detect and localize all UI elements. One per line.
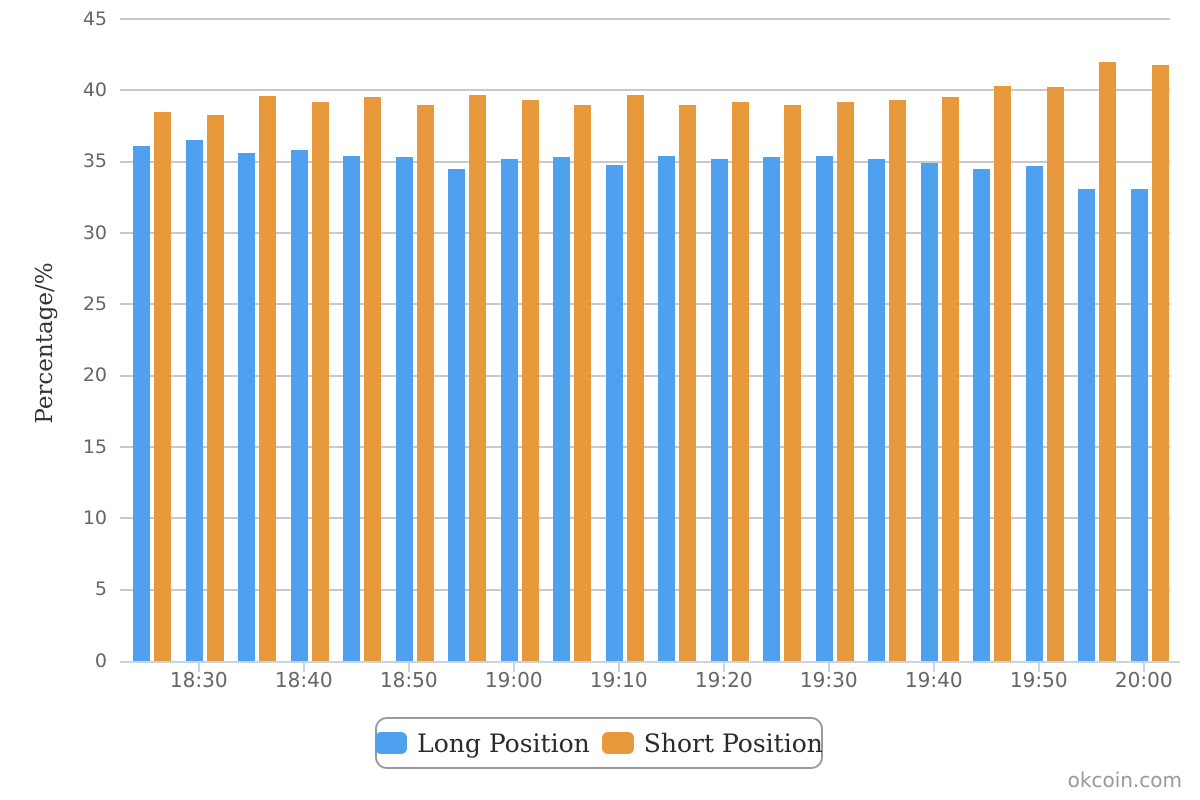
short-position-swatch-icon <box>601 732 634 754</box>
x-tick-mark <box>197 663 200 672</box>
legend-item-short-position[interactable]: Short Position <box>601 728 823 758</box>
bar-long-19:15[interactable] <box>658 155 676 662</box>
x-tick-mark <box>407 663 410 672</box>
bar-long-19:20[interactable] <box>710 158 728 662</box>
bar-long-19:55[interactable] <box>1078 188 1096 662</box>
bar-short-19:10[interactable] <box>626 94 644 662</box>
bar-short-19:35[interactable] <box>889 100 907 662</box>
x-tick-label: 20:00 <box>1114 668 1173 692</box>
bar-short-19:20[interactable] <box>731 101 749 662</box>
bar-long-18:40[interactable] <box>290 150 308 662</box>
y-tick-label: 45 <box>82 7 107 30</box>
x-tick-mark <box>932 663 935 672</box>
y-tick-label: 5 <box>94 578 107 601</box>
bar-long-19:30[interactable] <box>815 155 833 662</box>
bar-short-19:25[interactable] <box>784 104 802 662</box>
y-tick-label: 15 <box>82 435 107 458</box>
x-tick-mark <box>1142 663 1145 672</box>
x-tick-label: 19:20 <box>694 668 753 692</box>
bar-short-19:15[interactable] <box>679 104 697 662</box>
y-tick-label: 35 <box>82 150 107 173</box>
x-tick-label: 19:00 <box>484 668 543 692</box>
legend-item-long-position[interactable]: Long Position <box>375 729 590 758</box>
x-tick-mark <box>1037 663 1040 672</box>
bar-long-18:25[interactable] <box>133 145 151 662</box>
gridline <box>120 446 1170 448</box>
bar-long-18:35[interactable] <box>238 153 256 662</box>
x-tick-mark <box>827 663 830 672</box>
bar-long-19:05[interactable] <box>553 157 571 662</box>
bar-long-19:25[interactable] <box>763 157 781 662</box>
bar-long-18:50[interactable] <box>395 157 413 662</box>
gridline <box>120 517 1170 520</box>
x-tick-label: 19:50 <box>1009 668 1068 692</box>
gridline <box>120 89 1170 92</box>
bar-long-18:30[interactable] <box>185 140 203 662</box>
y-tick-label: 40 <box>82 78 107 101</box>
bar-short-19:05[interactable] <box>574 104 592 662</box>
y-tick-label: 25 <box>82 292 107 315</box>
bar-short-19:40[interactable] <box>941 97 959 662</box>
bar-short-18:30[interactable] <box>206 114 224 662</box>
bar-long-19:35[interactable] <box>868 158 886 662</box>
gridline <box>120 18 1170 20</box>
watermark: okcoin.com <box>1067 768 1182 792</box>
bar-short-18:40[interactable] <box>311 101 329 662</box>
bar-short-18:25[interactable] <box>154 111 172 662</box>
x-tick-label: 18:40 <box>274 668 333 692</box>
bar-long-19:10[interactable] <box>605 164 623 662</box>
x-tick-label: 18:50 <box>379 668 438 692</box>
bar-short-20:00[interactable] <box>1151 64 1169 662</box>
bar-short-18:45[interactable] <box>364 97 382 662</box>
bar-long-19:40[interactable] <box>920 163 938 662</box>
x-tick-mark <box>617 663 620 672</box>
x-tick-label: 19:10 <box>589 668 648 692</box>
bar-short-19:00[interactable] <box>521 100 539 662</box>
legend: Long Position Short Position <box>375 717 823 769</box>
bar-long-18:45[interactable] <box>343 155 361 662</box>
x-tick-label: 19:30 <box>799 668 858 692</box>
gridline <box>120 160 1170 163</box>
bar-long-19:50[interactable] <box>1025 165 1043 662</box>
bar-short-19:55[interactable] <box>1099 61 1117 662</box>
bar-long-19:45[interactable] <box>973 168 991 662</box>
bar-short-19:50[interactable] <box>1046 87 1064 662</box>
y-axis-title: Percentage/% <box>32 262 58 424</box>
bar-short-18:55[interactable] <box>469 94 487 662</box>
x-tick-mark <box>512 663 515 672</box>
x-tick-mark <box>302 663 305 672</box>
y-tick-label: 30 <box>82 221 107 244</box>
legend-label-short-position: Short Position <box>643 728 823 758</box>
bar-short-19:30[interactable] <box>836 101 854 662</box>
gridline <box>120 588 1170 591</box>
gridline <box>120 374 1170 377</box>
bar-long-19:00[interactable] <box>500 158 518 662</box>
legend-label-long-position: Long Position <box>417 728 590 758</box>
y-tick-label: 10 <box>82 506 107 529</box>
gridline <box>120 232 1170 234</box>
y-tick-label: 20 <box>82 364 107 387</box>
x-axis-line <box>120 661 1180 663</box>
x-tick-label: 18:30 <box>169 668 228 692</box>
bar-long-20:00[interactable] <box>1130 188 1148 662</box>
x-tick-label: 19:40 <box>904 668 963 692</box>
bar-short-18:50[interactable] <box>416 104 434 662</box>
y-tick-label: 0 <box>94 649 107 672</box>
long-position-swatch-icon <box>375 732 408 754</box>
x-tick-mark <box>722 663 725 672</box>
bar-long-18:55[interactable] <box>448 168 466 662</box>
bar-short-19:45[interactable] <box>994 86 1012 662</box>
gridline <box>120 303 1170 306</box>
bar-short-18:35[interactable] <box>259 96 277 662</box>
